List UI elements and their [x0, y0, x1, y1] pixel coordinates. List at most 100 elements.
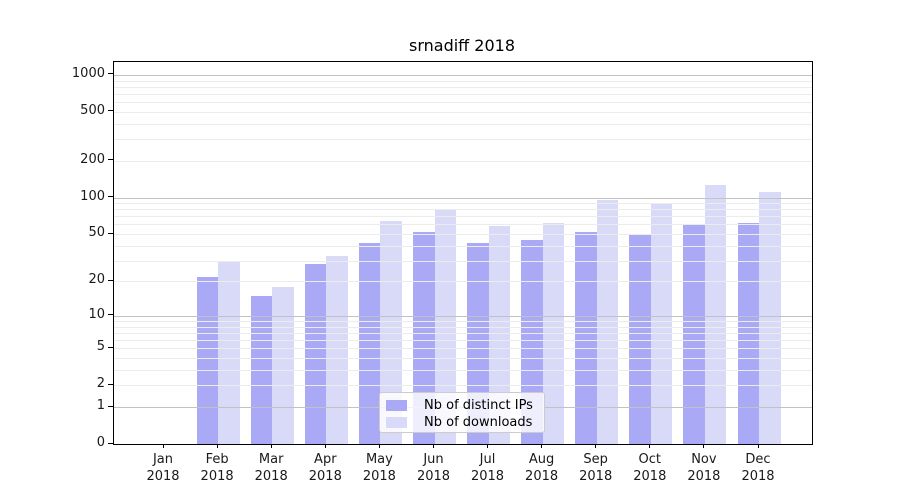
- bar-downloads: [704, 185, 727, 444]
- x-tick-label: Oct 2018: [614, 451, 686, 485]
- y-tick-mark: [108, 314, 113, 316]
- y-tick-label: 50: [88, 225, 105, 240]
- minor-gridline: [114, 340, 812, 342]
- legend-entry-distinct-ips: Nb of distinct IPs: [386, 397, 544, 414]
- minor-gridline: [114, 326, 812, 328]
- bar-downloads: [218, 262, 240, 444]
- minor-gridline: [114, 358, 812, 359]
- legend-entry-downloads: Nb of downloads: [386, 414, 544, 431]
- bar-distinct-ips: [304, 264, 327, 444]
- y-tick-label: 200: [80, 151, 105, 167]
- bar-distinct-ips: [413, 231, 435, 444]
- x-tick-label-line: 2018: [254, 469, 288, 484]
- y-tick-mark: [108, 73, 113, 75]
- x-tick-label: Apr 2018: [289, 451, 361, 485]
- x-tick-label-line: Dec: [745, 452, 771, 467]
- bar-downloads: [326, 255, 348, 444]
- y-tick-label: 2: [96, 376, 105, 392]
- x-tick-label-line: Mar: [258, 452, 284, 467]
- minor-gridline: [114, 123, 812, 125]
- minor-gridline: [114, 245, 812, 247]
- legend: Nb of distinct IPs Nb of downloads: [379, 392, 545, 433]
- y-tick-label: 0: [96, 435, 105, 450]
- minor-gridline: [114, 86, 812, 88]
- x-tick-label-line: 2018: [741, 469, 775, 484]
- bar-distinct-ips: [196, 276, 219, 444]
- minor-gridline: [114, 94, 812, 95]
- minor-gridline: [114, 102, 812, 104]
- minor-gridline: [114, 234, 812, 235]
- y-tick-mark: [108, 346, 113, 348]
- legend-label-downloads: Nb of downloads: [424, 415, 533, 430]
- x-tick-label: Sep 2018: [560, 451, 632, 485]
- x-tick-label: Jul 2018: [452, 451, 524, 485]
- bar-downloads: [759, 191, 781, 444]
- minor-gridline: [114, 80, 812, 82]
- bar-downloads: [272, 286, 294, 444]
- chart-title: srnadiff 2018: [408, 36, 515, 55]
- legend-swatch-downloads-icon: [386, 417, 407, 428]
- y-tick-label: 5: [96, 339, 105, 355]
- x-tick-mark: [703, 444, 705, 448]
- x-tick-label: Mar 2018: [235, 451, 307, 485]
- minor-gridline: [114, 281, 812, 283]
- y-tick-label: 20: [88, 272, 105, 288]
- x-tick-label-line: Nov: [691, 452, 717, 467]
- y-tick-label: 500: [80, 102, 105, 118]
- minor-gridline: [114, 139, 812, 141]
- x-tick-label-line: 2018: [687, 469, 721, 484]
- x-tick-mark: [595, 444, 597, 448]
- minor-gridline: [114, 216, 812, 218]
- x-tick-label-line: 2018: [470, 469, 505, 484]
- x-tick-label: Jun 2018: [398, 451, 470, 485]
- bar-distinct-ips: [629, 234, 651, 444]
- x-tick-mark: [487, 444, 488, 448]
- x-tick-mark: [162, 444, 164, 448]
- x-tick-mark: [433, 444, 434, 448]
- major-gridline: [114, 197, 812, 199]
- bar-distinct-ips: [358, 243, 381, 444]
- legend-label-distinct-ips: Nb of distinct IPs: [424, 398, 533, 413]
- x-tick-label-line: Sep: [583, 452, 608, 467]
- minor-gridline: [114, 369, 812, 371]
- bar-downloads: [488, 226, 510, 444]
- x-tick-label-line: 2018: [362, 469, 396, 484]
- x-tick-mark: [216, 444, 218, 448]
- minor-gridline: [114, 209, 812, 211]
- x-tick-mark: [649, 444, 651, 448]
- x-tick-label-line: 2018: [633, 469, 667, 484]
- x-tick-label-line: 2018: [525, 469, 559, 484]
- minor-gridline: [114, 260, 812, 262]
- x-tick-label-line: Jan: [152, 452, 174, 467]
- x-tick-label: Nov 2018: [668, 451, 740, 485]
- minor-gridline: [114, 321, 812, 322]
- x-tick-label-line: Jul: [479, 452, 496, 467]
- y-tick-mark: [108, 383, 113, 385]
- minor-gridline: [114, 224, 812, 226]
- x-tick-label: Dec 2018: [722, 451, 794, 485]
- major-gridline: [114, 74, 812, 76]
- x-tick-label-line: Jun: [423, 452, 444, 467]
- y-tick-mark: [108, 232, 113, 234]
- minor-gridline: [114, 111, 812, 113]
- x-tick-mark: [270, 444, 272, 448]
- legend-swatch-distinct-ips-icon: [386, 400, 407, 411]
- x-tick-label: Aug 2018: [506, 451, 578, 485]
- y-tick-mark: [108, 110, 113, 112]
- x-tick-label: May 2018: [343, 451, 415, 485]
- x-tick-label-line: Feb: [205, 452, 229, 467]
- x-tick-label-line: 2018: [308, 469, 342, 484]
- x-tick-label: Jan 2018: [127, 451, 199, 485]
- y-tick-label: 1: [96, 398, 105, 413]
- minor-gridline: [114, 385, 812, 387]
- x-tick-label-line: Apr: [314, 452, 337, 467]
- x-tick-mark: [378, 444, 380, 448]
- bar-downloads: [650, 203, 673, 444]
- x-tick-mark: [757, 444, 759, 448]
- x-tick-label-line: Oct: [638, 452, 662, 467]
- major-gridline: [114, 315, 812, 317]
- minor-gridline: [114, 332, 812, 334]
- x-tick-label: Feb 2018: [181, 451, 253, 485]
- x-tick-mark: [324, 444, 326, 448]
